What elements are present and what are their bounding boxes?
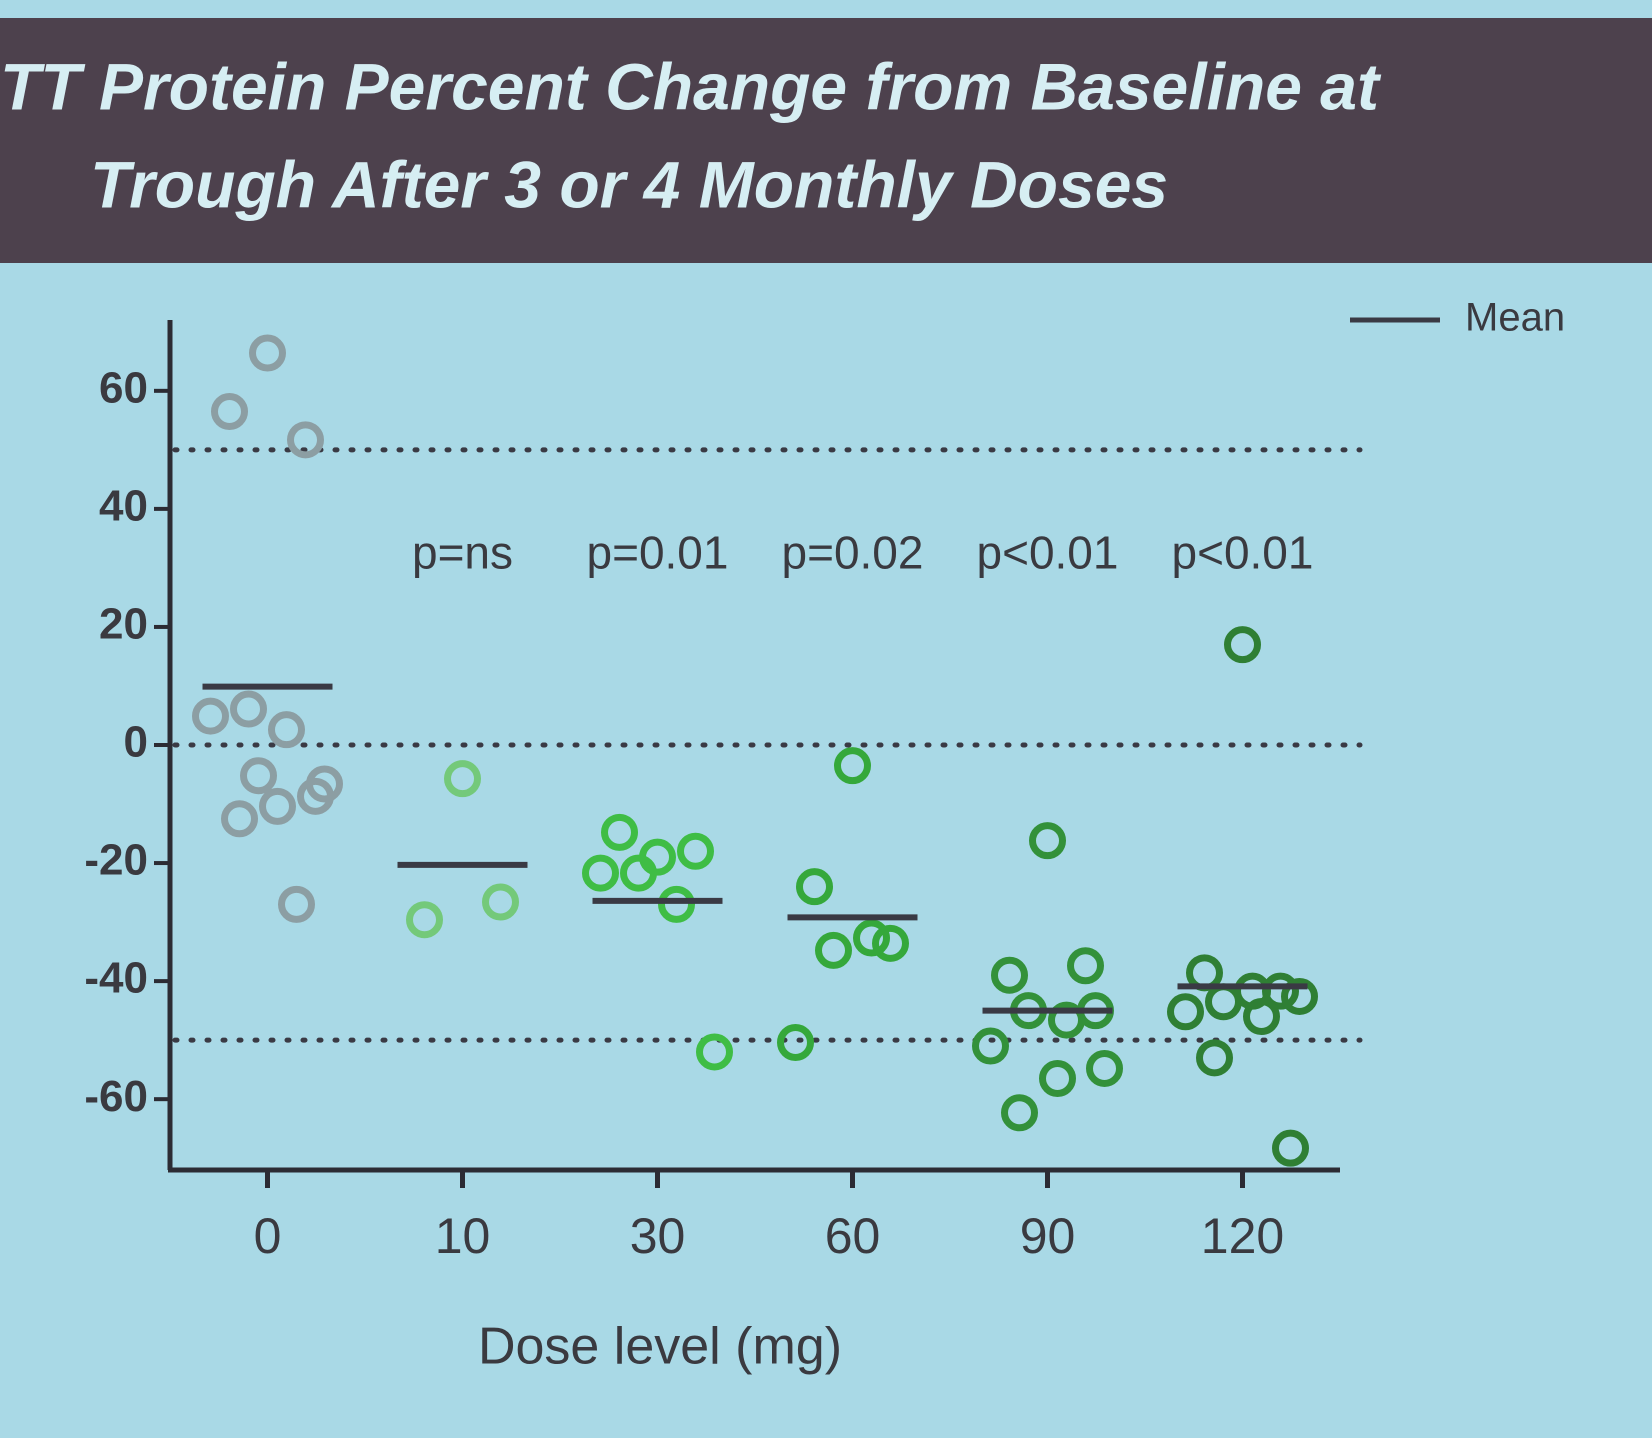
y-tick-label: 20 xyxy=(99,600,148,649)
data-point xyxy=(240,757,277,795)
data-point xyxy=(297,777,334,815)
data-point xyxy=(249,334,286,372)
data-point xyxy=(1039,1060,1076,1098)
data-point xyxy=(834,747,871,785)
x-tick-label: 0 xyxy=(254,1208,282,1264)
data-point xyxy=(406,901,443,939)
data-point xyxy=(268,711,305,749)
y-tick-label: -60 xyxy=(84,1072,148,1121)
data-point xyxy=(796,868,833,906)
data-point xyxy=(230,690,267,728)
y-tick-label: 0 xyxy=(124,718,148,767)
data-point xyxy=(582,854,619,892)
data-point xyxy=(601,813,638,851)
data-point xyxy=(1086,1049,1123,1087)
data-point xyxy=(777,1024,814,1061)
data-point xyxy=(1234,972,1271,1010)
data-point xyxy=(444,760,481,798)
x-tick-label: 60 xyxy=(825,1208,881,1264)
data-point xyxy=(1067,947,1104,985)
data-point xyxy=(192,697,229,735)
data-point xyxy=(1281,977,1318,1015)
p-value: p<0.01 xyxy=(977,526,1119,578)
data-point xyxy=(1272,1129,1309,1167)
data-point xyxy=(221,800,258,838)
data-point xyxy=(1167,993,1204,1031)
title-bar xyxy=(0,18,1652,263)
y-tick-label: -40 xyxy=(84,954,148,1003)
data-point xyxy=(620,854,657,892)
p-value: p<0.01 xyxy=(1172,526,1314,578)
data-point xyxy=(872,924,909,962)
data-point xyxy=(1001,1094,1038,1132)
data-point xyxy=(1196,1039,1233,1077)
data-point xyxy=(287,421,324,459)
data-point xyxy=(815,931,852,969)
data-point xyxy=(1029,822,1066,860)
y-tick-label: -20 xyxy=(84,836,148,885)
p-value: p=ns xyxy=(412,526,513,578)
x-tick-label: 10 xyxy=(435,1208,491,1264)
data-point xyxy=(658,885,695,923)
data-point xyxy=(677,832,714,870)
x-tick-label: 30 xyxy=(630,1208,686,1264)
data-point xyxy=(211,392,248,430)
y-tick-label: 60 xyxy=(99,363,148,412)
data-point xyxy=(259,787,296,825)
chart-title: TT Protein Percent Change from Baseline … xyxy=(0,49,1382,123)
p-value: p=0.02 xyxy=(782,526,924,578)
data-point xyxy=(991,956,1028,994)
data-point xyxy=(972,1027,1009,1065)
data-point xyxy=(1224,626,1261,664)
data-point xyxy=(482,883,519,921)
x-tick-label: 90 xyxy=(1020,1208,1076,1264)
x-tick-label: 120 xyxy=(1201,1208,1284,1264)
data-point xyxy=(853,919,890,957)
legend-label: Mean xyxy=(1465,296,1565,340)
p-value: p=0.01 xyxy=(587,526,729,578)
data-point xyxy=(696,1033,733,1071)
chart-title: Trough After 3 or 4 Monthly Doses xyxy=(90,147,1168,221)
data-point xyxy=(278,885,315,923)
y-tick-label: 40 xyxy=(99,482,148,531)
x-axis-label: Dose level (mg) xyxy=(478,1318,842,1376)
